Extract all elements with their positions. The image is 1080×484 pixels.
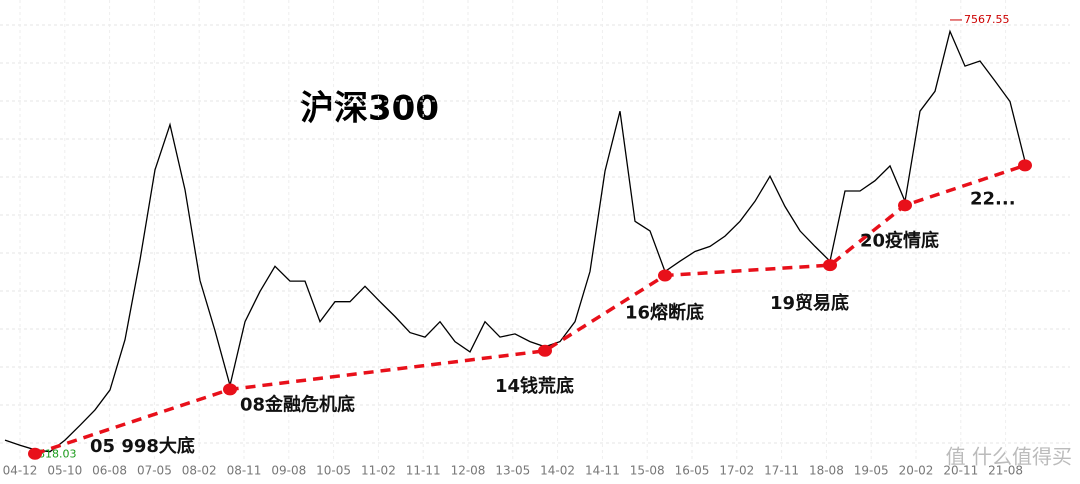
bottom-label: 16熔断底 (625, 301, 704, 323)
bottom-label: 19贸易底 (770, 292, 849, 314)
chart-title: 沪深300 (300, 89, 439, 129)
bottom-label: 08金融危机底 (240, 393, 355, 415)
x-tick-label: 17-02 (719, 464, 754, 478)
bottom-dot (538, 344, 552, 357)
bottom-label: 14钱荒底 (495, 375, 574, 397)
x-tick-label: 15-08 (630, 464, 665, 478)
x-tick-label: 09-08 (271, 464, 306, 478)
x-tick-label: 04-12 (3, 464, 38, 478)
high-label: 7567.55 (964, 13, 1010, 26)
x-tick-label: 11-02 (361, 464, 396, 478)
x-tick-label: 21-08 (988, 464, 1023, 478)
bottom-dot (1018, 159, 1032, 172)
bottom-dot (28, 447, 42, 460)
x-tick-label: 18-08 (809, 464, 844, 478)
x-tick-label: 11-11 (406, 464, 441, 478)
x-tick-label: 17-11 (764, 464, 799, 478)
x-tick-label: 05-10 (47, 464, 82, 478)
bottom-label: 20疫情底 (860, 229, 939, 251)
x-tick-label: 06-08 (92, 464, 127, 478)
x-tick-label: 20-11 (943, 464, 978, 478)
x-tick-label: 16-05 (675, 464, 710, 478)
x-tick-label: 14-11 (585, 464, 620, 478)
bottom-dot (658, 269, 672, 282)
x-tick-label: 08-02 (182, 464, 217, 478)
bottom-dot (823, 259, 837, 272)
bottom-label: 22... (970, 188, 1016, 209)
watermark: 值 什么值得买 (946, 445, 1072, 469)
x-tick-label: 14-02 (540, 464, 575, 478)
x-tick-label: 07-05 (137, 464, 172, 478)
low-label: 818.03 (38, 447, 77, 460)
x-tick-label: 12-08 (451, 464, 486, 478)
bottom-trend (34, 163, 1026, 456)
x-tick-label: 19-05 (854, 464, 889, 478)
bottom-label: 05 998大底 (90, 435, 195, 457)
bottom-dot (898, 199, 912, 212)
x-tick-label: 10-05 (316, 464, 351, 478)
x-tick-label: 08-11 (227, 464, 262, 478)
x-tick-label: 20-02 (899, 464, 934, 478)
price-line (4, 29, 1026, 453)
x-tick-label: 13-05 (495, 464, 530, 478)
bottom-dot (223, 383, 237, 396)
